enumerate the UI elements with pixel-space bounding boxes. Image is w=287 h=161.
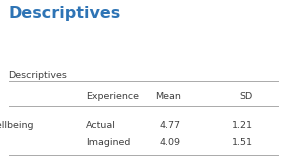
Text: 4.09: 4.09	[160, 138, 181, 147]
Text: Mean: Mean	[155, 92, 181, 101]
Text: Imagined: Imagined	[86, 138, 131, 147]
Text: 1.51: 1.51	[232, 138, 253, 147]
Text: Experience: Experience	[86, 92, 139, 101]
Text: SD: SD	[239, 92, 253, 101]
Text: 4.77: 4.77	[160, 121, 181, 130]
Text: Descriptives: Descriptives	[9, 71, 67, 80]
Text: Wellbeing: Wellbeing	[0, 121, 34, 130]
Text: Descriptives: Descriptives	[9, 6, 121, 21]
Text: 1.21: 1.21	[232, 121, 253, 130]
Text: Actual: Actual	[86, 121, 116, 130]
